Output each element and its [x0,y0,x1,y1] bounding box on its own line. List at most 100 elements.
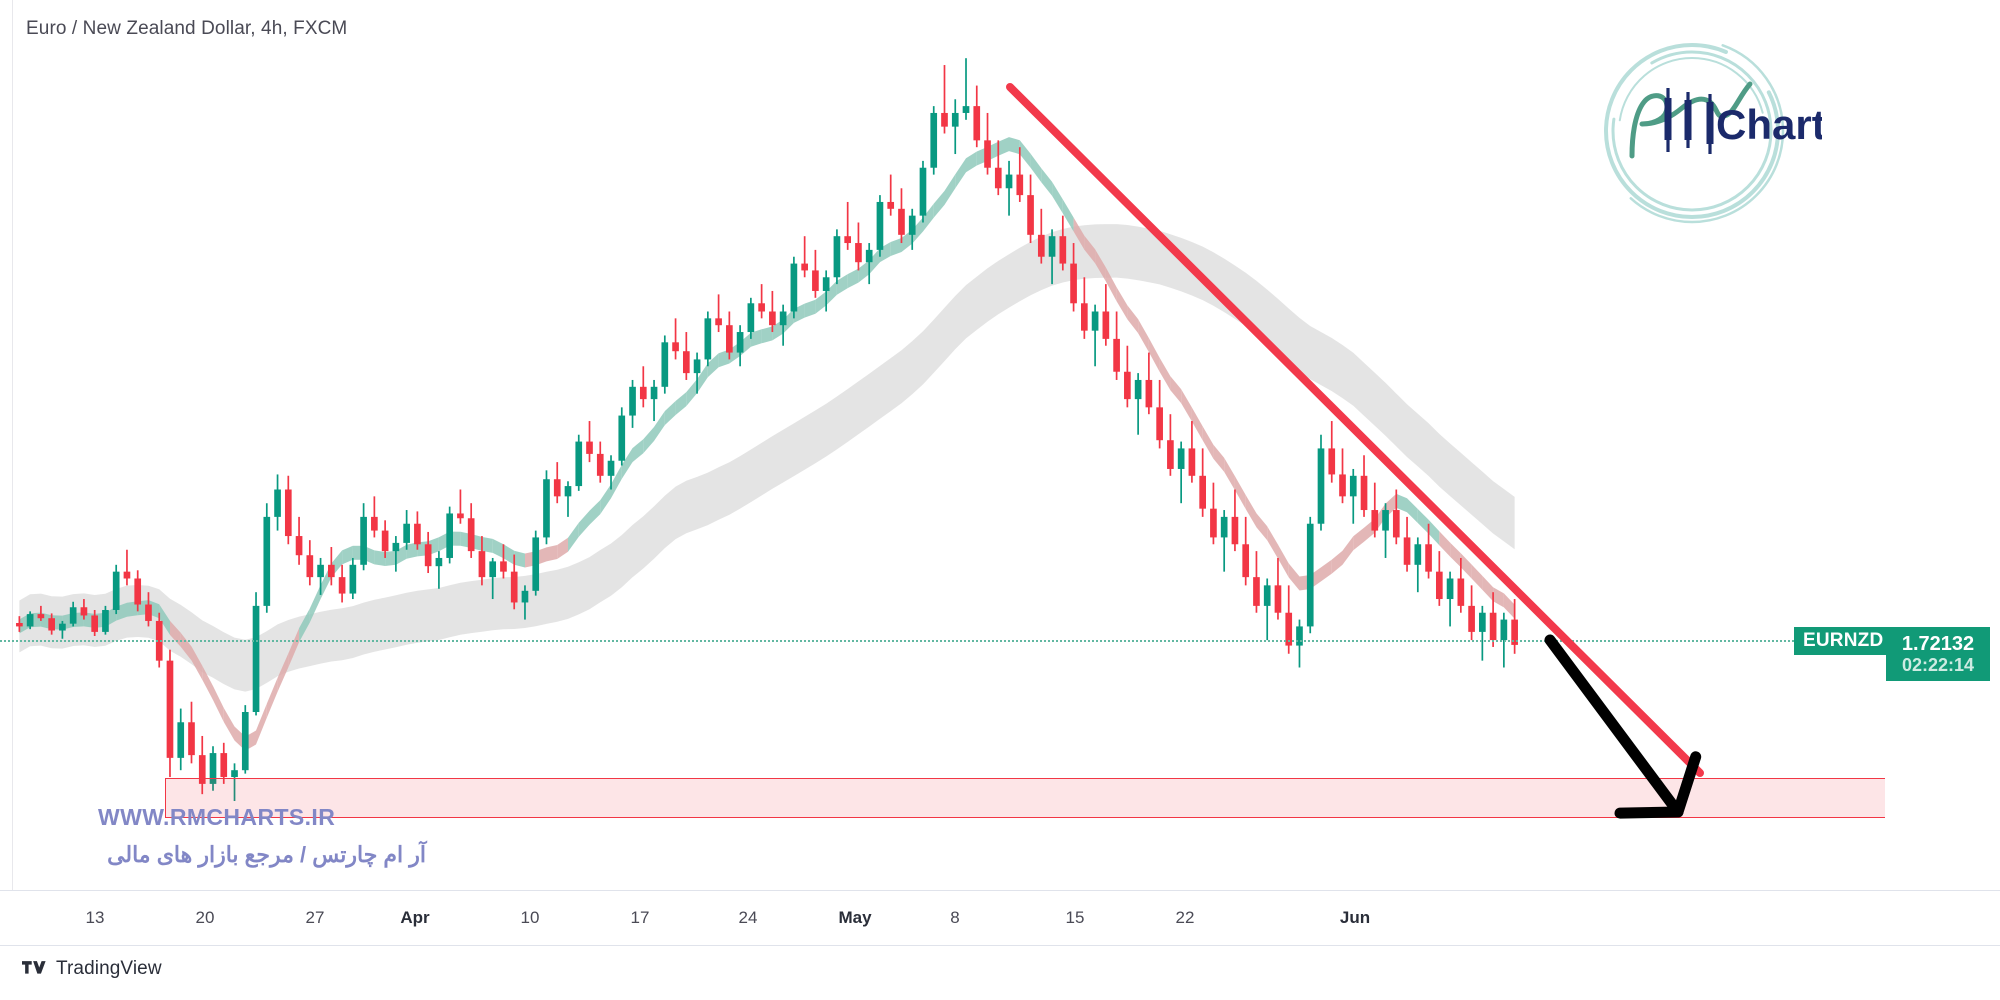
candlestick [1392,489,1400,545]
ma-ribbon-segment [1148,338,1160,372]
ma-ribbon-segment [266,677,278,718]
candlestick [1048,229,1056,285]
candlestick [973,85,981,148]
ma-ribbon-segment [277,653,289,692]
candlestick [736,325,744,367]
ma-ribbon-segment [761,326,773,344]
ma-ribbon-segment [1062,199,1074,232]
ma-ribbon-segment [998,137,1009,156]
ma-ribbon-segment [514,550,525,568]
ma-ribbon-segment [1052,181,1063,214]
candlestick [1177,441,1185,504]
candlestick [414,511,421,550]
ma-ribbon-segment [557,537,568,559]
ma-ribbon-segment [869,248,880,275]
candlestick [134,570,142,612]
ma-ribbon-segment [256,703,267,745]
candlestick [575,434,583,491]
site-url-watermark: WWW.RMCHARTS.IR [98,804,336,830]
candlestick [317,557,324,595]
ma-ribbon-segment [750,329,762,347]
candlestick [1210,482,1217,545]
ma-ribbon-segment [1428,519,1440,546]
candlestick [1435,551,1443,606]
ma-ribbon-segment [858,260,870,283]
ticker-badge: EURNZD [1794,627,1893,655]
candlestick [1145,352,1153,415]
ma-ribbon-segment [1213,444,1225,472]
tradingview-branding[interactable]: TradingView [22,958,162,980]
candlestick [1360,455,1368,517]
time-tick-label: Apr [400,908,430,927]
time-tick-label: 15 [1065,908,1085,927]
logo-candles [1664,88,1714,154]
support-zone-rectangle[interactable] [165,778,1885,818]
time-tick-label: 10 [520,908,540,927]
candlestick [69,601,77,627]
candlestick [790,256,798,319]
ma-ribbon-segment [288,628,300,668]
candlestick [220,742,228,784]
ma-ribbon-segment [191,646,203,680]
candlestick [1231,489,1239,552]
candlestick [59,620,66,639]
ma-ribbon-segment [664,401,676,426]
ma-ribbon-segment [1019,140,1031,168]
time-axis[interactable]: 13 20 27 Apr 10 17 24 May 8 15 22 Jun [0,890,2000,946]
candlestick [553,462,561,504]
time-tick-label: 22 [1175,908,1195,927]
candlestick [876,195,884,257]
candlestick [941,65,948,134]
ma-ribbon-segment [600,484,611,515]
ma-ribbon-segment [223,708,235,741]
candlestick [639,366,647,408]
candlestick [812,249,819,298]
ma-ribbon-segment [1105,267,1117,302]
ma-ribbon-segment [309,585,321,623]
price-axis[interactable]: NZD 1.810001.800001.790001.780001.770001… [1885,0,2000,890]
ma-ribbon-segment [202,665,213,700]
candlestick [112,564,120,615]
candlestick [1113,311,1120,380]
ma-ribbon-segment [568,522,579,552]
candlestick [1037,208,1045,264]
breakdown-arrow[interactable] [1544,634,1702,819]
candlestick [37,605,45,621]
candlestick [543,470,550,545]
time-axis-top-border [0,890,2000,891]
candlestick [586,421,593,463]
candlestick [887,174,895,216]
candlestick [1328,421,1336,483]
candlestick [177,708,185,771]
candlestick [1403,516,1411,572]
candlestick [500,544,507,579]
ma-ribbon-segment [578,510,590,537]
candlestick [833,229,841,285]
candlestick [284,475,292,545]
candlestick [1425,523,1432,579]
ma-ribbon-segment [1353,527,1364,551]
ma-ribbon-segment [1084,235,1096,264]
ma-ribbon-segment [675,392,687,415]
current-price-line [0,640,1794,642]
candlestick [263,503,271,613]
candlestick [1102,284,1110,346]
candlestick [930,106,938,175]
candlestick [962,58,970,120]
downtrend-line[interactable] [1006,83,1704,777]
price-series-layer [16,58,1518,801]
candlestick [241,705,249,774]
ma-ribbon-segment [686,379,698,407]
last-price-badge[interactable]: 1.72132 02:22:14 [1886,627,1990,681]
ma-ribbon-segment [923,203,934,232]
candlestick [672,318,679,360]
annotation-layer[interactable] [0,0,1885,890]
ma-ribbon-segment [1331,550,1343,574]
candlestick [424,531,432,574]
candlestick [446,506,453,564]
candlestick [1167,414,1174,476]
candlestick [521,585,529,620]
candlestick [1220,510,1228,572]
chart-plot-area[interactable]: Euro / New Zealand Dollar, 4h, FXCM [0,0,1885,890]
candlestick [1016,147,1024,202]
